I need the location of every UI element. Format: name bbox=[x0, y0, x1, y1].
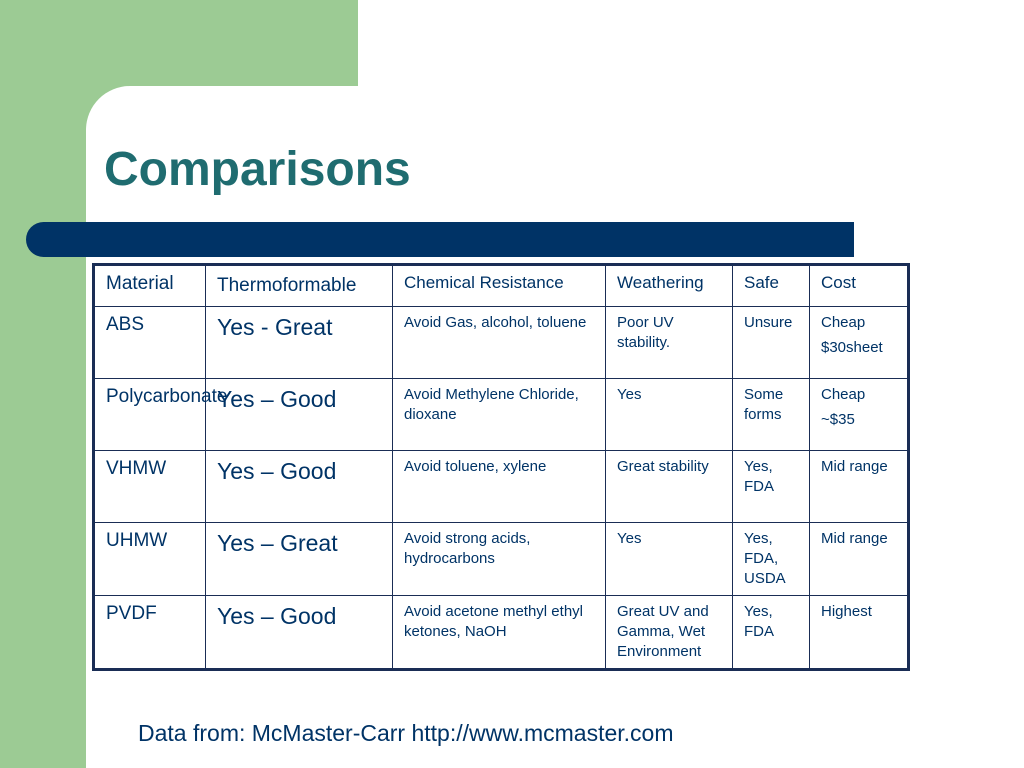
slide-title: Comparisons bbox=[104, 143, 411, 196]
cell-chemical-resistance: Avoid toluene, xylene bbox=[392, 450, 606, 523]
cost-line: Mid range bbox=[821, 458, 888, 475]
table-row: Polycarbonate Yes – Good Avoid Methylene… bbox=[93, 378, 909, 451]
cell-thermoformable: Yes – Good bbox=[205, 595, 393, 670]
cost-line: Highest bbox=[821, 603, 872, 620]
cell-chemical-resistance: Avoid strong acids, hydrocarbons bbox=[392, 522, 606, 596]
header-material: Material bbox=[93, 264, 206, 307]
table-row: UHMW Yes – Great Avoid strong acids, hyd… bbox=[93, 522, 909, 596]
cell-chemical-resistance: Avoid acetone methyl ethyl ketones, NaOH bbox=[392, 595, 606, 670]
table-header-row: Material Thermoformable Chemical Resista… bbox=[93, 264, 909, 307]
cell-material: VHMW bbox=[93, 450, 206, 523]
comparison-table: Material Thermoformable Chemical Resista… bbox=[92, 263, 910, 671]
cell-safe: Yes, FDA bbox=[732, 450, 810, 523]
cell-thermoformable: Yes – Good bbox=[205, 450, 393, 523]
header-thermoformable: Thermoformable bbox=[205, 264, 393, 307]
cell-thermoformable: Yes – Good bbox=[205, 378, 393, 451]
table-row: PVDF Yes – Good Avoid acetone methyl eth… bbox=[93, 595, 909, 670]
header-cost: Cost bbox=[809, 264, 909, 307]
cell-cost: Highest bbox=[809, 595, 909, 670]
cell-cost: Cheap $30sheet bbox=[809, 306, 909, 379]
cell-material: ABS bbox=[93, 306, 206, 379]
cell-cost: Mid range bbox=[809, 522, 909, 596]
cell-weathering: Yes bbox=[605, 522, 733, 596]
cell-weathering: Great UV and Gamma, Wet Environment bbox=[605, 595, 733, 670]
cell-cost: Cheap ~$35 bbox=[809, 378, 909, 451]
cell-cost: Mid range bbox=[809, 450, 909, 523]
cost-line: ~$35 bbox=[821, 411, 855, 428]
cost-line: Mid range bbox=[821, 530, 888, 547]
cell-safe: Some forms bbox=[732, 378, 810, 451]
table-row: VHMW Yes – Good Avoid toluene, xylene Gr… bbox=[93, 450, 909, 523]
cell-material: PVDF bbox=[93, 595, 206, 670]
cost-line: Cheap bbox=[821, 386, 866, 403]
cell-safe: Unsure bbox=[732, 306, 810, 379]
source-footer: Data from: McMaster-Carr http://www.mcma… bbox=[138, 720, 674, 746]
cost-line: $30sheet bbox=[821, 339, 883, 356]
cell-weathering: Poor UV stability. bbox=[605, 306, 733, 379]
cell-material: Polycarbonate bbox=[93, 378, 227, 451]
header-safe: Safe bbox=[732, 264, 810, 307]
cell-safe: Yes, FDA, USDA bbox=[732, 522, 810, 596]
cost-line: Cheap bbox=[821, 314, 866, 331]
cell-thermoformable: Yes - Great bbox=[205, 306, 393, 379]
cell-weathering: Yes bbox=[605, 378, 733, 451]
header-weathering: Weathering bbox=[605, 264, 733, 307]
cell-weathering: Great stability bbox=[605, 450, 733, 523]
cell-thermoformable: Yes – Great bbox=[205, 522, 393, 596]
cell-chemical-resistance: Avoid Gas, alcohol, toluene bbox=[392, 306, 606, 379]
cell-safe: Yes, FDA bbox=[732, 595, 810, 670]
table-row: ABS Yes - Great Avoid Gas, alcohol, tolu… bbox=[93, 306, 909, 379]
title-underline-bar bbox=[26, 222, 854, 257]
cell-material: UHMW bbox=[93, 522, 206, 596]
cell-chemical-resistance: Avoid Methylene Chloride, dioxane bbox=[392, 378, 606, 451]
header-chemical-resistance: Chemical Resistance bbox=[392, 264, 606, 307]
